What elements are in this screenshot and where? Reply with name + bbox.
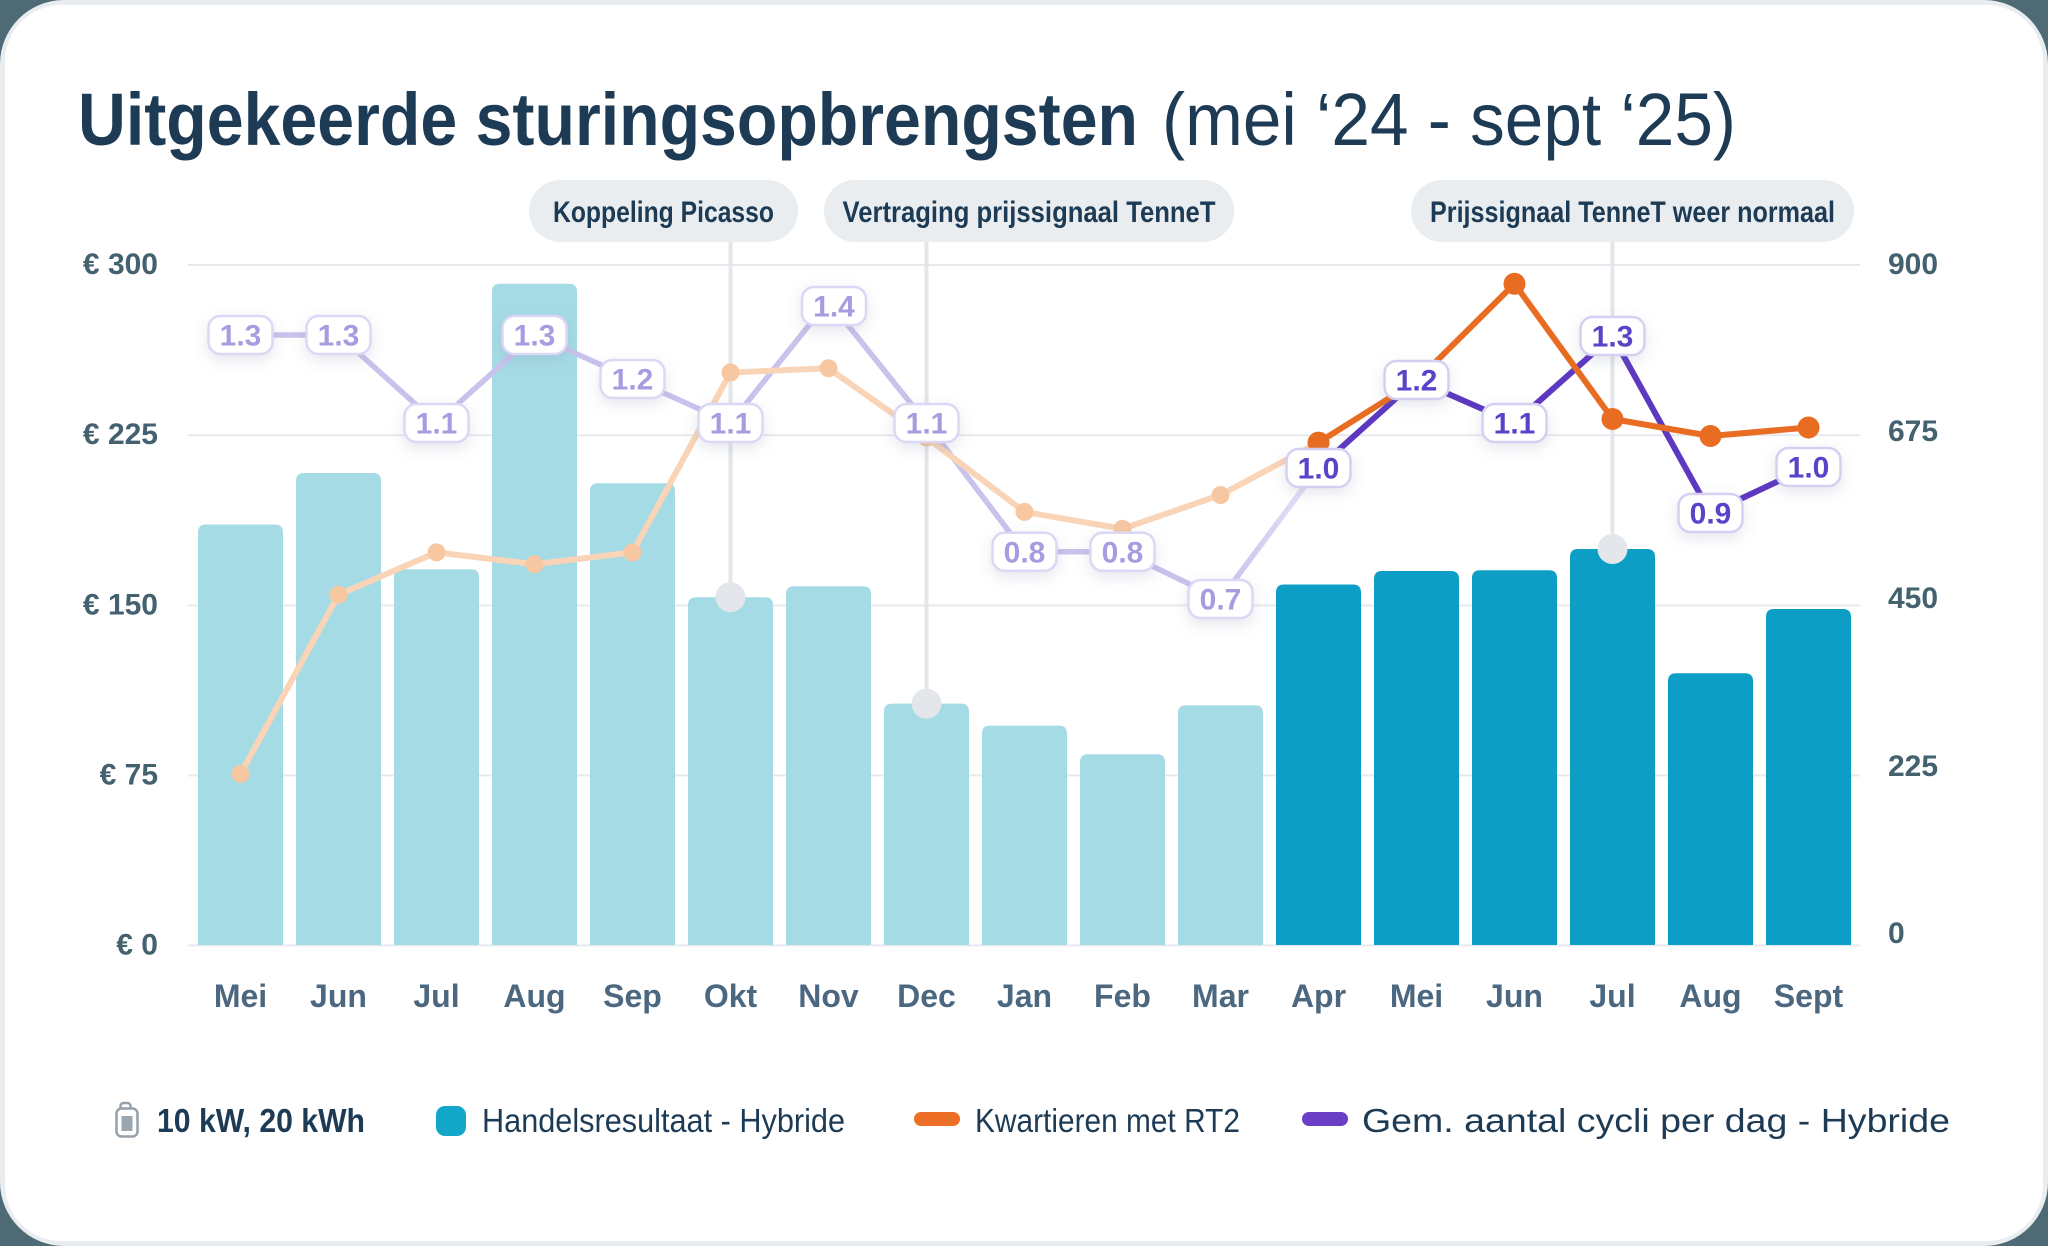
svg-text:1.0: 1.0 <box>1298 453 1340 486</box>
svg-text:10 kW, 20 kWh: 10 kW, 20 kWh <box>157 1102 365 1139</box>
svg-text:1.1: 1.1 <box>416 408 458 441</box>
svg-text:0.9: 0.9 <box>1690 498 1732 531</box>
svg-text:1.4: 1.4 <box>813 291 855 324</box>
svg-text:Jul: Jul <box>413 978 459 1014</box>
svg-text:0.8: 0.8 <box>1102 536 1144 569</box>
svg-text:Sep: Sep <box>603 978 662 1014</box>
svg-text:Jan: Jan <box>997 978 1052 1014</box>
svg-text:€ 300: € 300 <box>83 248 158 281</box>
svg-text:0.7: 0.7 <box>1200 584 1242 617</box>
svg-text:Prijssignaal TenneT weer norma: Prijssignaal TenneT weer normaal <box>1430 196 1835 229</box>
svg-text:1.0: 1.0 <box>1788 452 1830 485</box>
svg-text:Feb: Feb <box>1094 978 1151 1014</box>
svg-text:Mei: Mei <box>1390 978 1443 1014</box>
svg-text:1.3: 1.3 <box>220 320 262 353</box>
svg-text:Koppeling Picasso: Koppeling Picasso <box>553 196 774 229</box>
svg-text:900: 900 <box>1888 248 1938 281</box>
svg-text:Uitgekeerde sturingsopbrengste: Uitgekeerde sturingsopbrengsten <box>78 78 1138 161</box>
svg-text:1.2: 1.2 <box>1396 365 1438 398</box>
svg-text:Gem. aantal cycli per dag - Hy: Gem. aantal cycli per dag - Hybride <box>1362 1102 1950 1139</box>
svg-text:€ 75: € 75 <box>100 758 158 791</box>
svg-text:Dec: Dec <box>897 978 956 1014</box>
svg-text:(mei ‘24 - sept ‘25): (mei ‘24 - sept ‘25) <box>1162 78 1736 161</box>
svg-text:675: 675 <box>1888 415 1938 448</box>
svg-text:€ 0: € 0 <box>116 928 158 961</box>
svg-text:€ 150: € 150 <box>83 588 158 621</box>
svg-text:1.1: 1.1 <box>710 408 752 441</box>
svg-text:Mei: Mei <box>214 978 267 1014</box>
svg-text:Sept: Sept <box>1774 978 1844 1014</box>
svg-text:1.3: 1.3 <box>1592 321 1634 354</box>
svg-text:1.3: 1.3 <box>514 320 556 353</box>
svg-text:1.3: 1.3 <box>318 320 360 353</box>
svg-text:1.2: 1.2 <box>612 364 654 397</box>
svg-text:450: 450 <box>1888 582 1938 615</box>
svg-text:Vertraging prijssignaal TenneT: Vertraging prijssignaal TenneT <box>843 196 1216 229</box>
svg-text:0.8: 0.8 <box>1004 536 1046 569</box>
svg-text:0: 0 <box>1888 917 1905 950</box>
svg-text:€ 225: € 225 <box>83 418 158 451</box>
svg-text:Apr: Apr <box>1291 978 1346 1014</box>
svg-text:Mar: Mar <box>1192 978 1249 1014</box>
svg-text:Jul: Jul <box>1589 978 1635 1014</box>
svg-text:Kwartieren met RT2: Kwartieren met RT2 <box>975 1102 1240 1139</box>
svg-text:Aug: Aug <box>503 978 565 1014</box>
svg-text:225: 225 <box>1888 750 1938 783</box>
svg-text:Jun: Jun <box>310 978 367 1014</box>
svg-text:Jun: Jun <box>1486 978 1543 1014</box>
svg-text:Nov: Nov <box>798 978 859 1014</box>
svg-text:1.1: 1.1 <box>1494 408 1536 441</box>
svg-text:Okt: Okt <box>704 978 758 1014</box>
svg-text:Aug: Aug <box>1679 978 1741 1014</box>
svg-text:Handelsresultaat - Hybride: Handelsresultaat - Hybride <box>482 1102 845 1139</box>
svg-text:1.1: 1.1 <box>906 408 948 441</box>
